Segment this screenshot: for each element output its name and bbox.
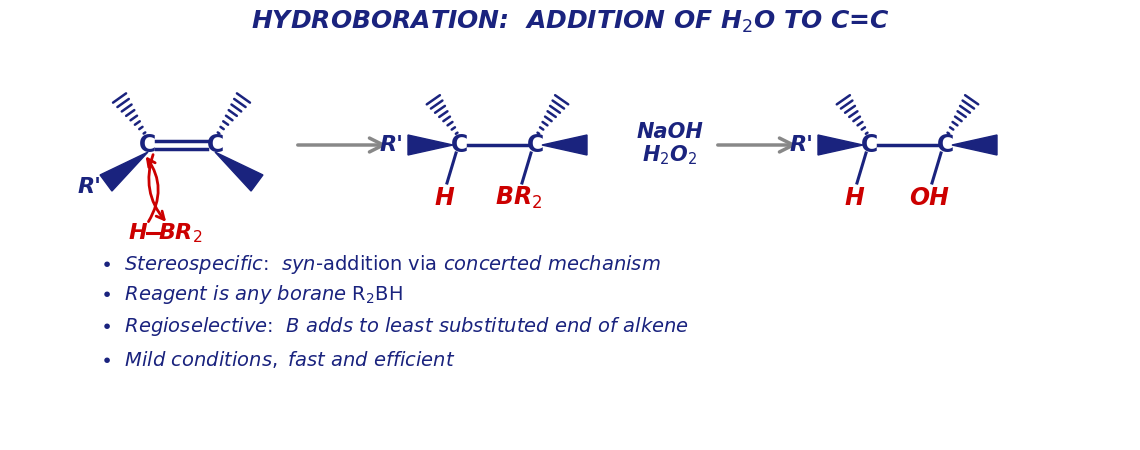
Polygon shape — [819, 135, 863, 155]
Text: BR$_2$: BR$_2$ — [496, 185, 543, 211]
Text: H$_2$O$_2$: H$_2$O$_2$ — [642, 143, 698, 167]
Text: C: C — [527, 133, 544, 157]
Text: NaOH: NaOH — [636, 122, 703, 142]
Text: C: C — [936, 133, 954, 157]
Text: HYDROBORATION:  ADDITION OF H$_2$O TO C=C: HYDROBORATION: ADDITION OF H$_2$O TO C=C — [251, 9, 889, 35]
Text: R': R' — [380, 135, 404, 155]
Text: $\bullet$  $\it{Regioselective}$:  $\it{B\ adds\ to\ least\ substituted\ end\ of: $\bullet$ $\it{Regioselective}$: $\it{B\… — [100, 315, 689, 338]
Text: R': R' — [78, 177, 101, 197]
Text: H: H — [844, 186, 864, 210]
Polygon shape — [542, 135, 587, 155]
Text: $\bullet$  $\it{Mild\ conditions,\ fast\ and\ efficient}$: $\bullet$ $\it{Mild\ conditions,\ fast\ … — [100, 348, 456, 369]
Text: OH: OH — [909, 186, 948, 210]
Text: C: C — [451, 133, 469, 157]
Polygon shape — [952, 135, 998, 155]
Text: BR$_2$: BR$_2$ — [157, 221, 202, 245]
Text: $\bullet$  $\it{Reagent\ is\ any\ borane}$ R$_2$BH: $\bullet$ $\it{Reagent\ is\ any\ borane}… — [100, 284, 402, 306]
Text: R': R' — [790, 135, 814, 155]
Polygon shape — [215, 152, 263, 191]
Polygon shape — [408, 135, 453, 155]
Text: C: C — [206, 133, 223, 157]
Text: H: H — [434, 186, 454, 210]
Polygon shape — [100, 152, 148, 191]
Text: H: H — [129, 223, 147, 243]
Text: $\bullet$  $\it{Stereospecific}$:  $\it{syn}$-addition via $\it{concerted\ mecha: $\bullet$ $\it{Stereospecific}$: $\it{sy… — [100, 253, 661, 276]
Text: C: C — [139, 133, 156, 157]
Text: C: C — [862, 133, 879, 157]
